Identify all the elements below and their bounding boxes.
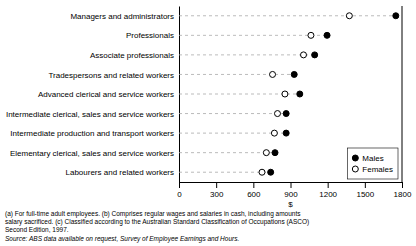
dot	[324, 32, 330, 38]
x-axis-title: $	[288, 200, 293, 209]
legend-frame	[347, 148, 398, 179]
legend-marker	[352, 166, 358, 172]
dot	[346, 13, 352, 19]
footnote: Second Edition, 1997.	[5, 226, 69, 233]
footnote: salary sacrificed. (c) Classified accord…	[5, 218, 309, 226]
x-tick-mark	[179, 182, 180, 188]
right-frame	[402, 6, 403, 182]
dot	[272, 150, 278, 156]
y-tick-label: Managers and administrators	[70, 12, 174, 21]
dot	[271, 130, 277, 136]
x-tick-label: 900	[284, 190, 298, 199]
x-tick: 300	[210, 182, 224, 199]
y-tick-label: Intermediate clerical, sales and service…	[6, 110, 174, 119]
y-tick: Intermediate clerical, sales and service…	[6, 110, 179, 119]
legend: Males Females	[347, 148, 398, 179]
y-tick: Advanced clerical and service workers	[38, 90, 179, 99]
y-tick: Tradespersons and related workers	[48, 71, 179, 80]
dot	[274, 111, 280, 117]
x-tick: 0	[177, 182, 182, 199]
legend-label: Males	[362, 154, 383, 163]
y-tick: Associate professionals	[90, 51, 179, 60]
x-tick: 600	[247, 182, 261, 199]
footnote: Source: ABS data available on request, S…	[5, 235, 239, 243]
dot	[268, 169, 274, 175]
y-tick: Intermediate production and transport wo…	[10, 129, 179, 138]
dot	[312, 52, 318, 58]
x-tick-mark	[328, 182, 329, 188]
x-tick: 900	[284, 182, 298, 199]
dot	[263, 150, 269, 156]
y-tick: Managers and administrators	[70, 12, 179, 21]
legend-marker	[352, 155, 358, 161]
dot	[259, 169, 265, 175]
y-tick: Professionals	[126, 31, 179, 40]
dot	[283, 130, 289, 136]
dot	[291, 71, 297, 77]
x-axis: 0 300 600 900 1200 1500 1800	[177, 182, 412, 199]
connector	[179, 74, 294, 75]
x-tick-mark	[365, 182, 366, 188]
y-tick: Labourers and related workers	[65, 168, 179, 177]
x-tick-mark	[253, 182, 254, 188]
dot	[270, 71, 276, 77]
y-axis-line	[179, 7, 180, 183]
dot	[283, 111, 289, 117]
x-tick-label: 1200	[319, 190, 337, 199]
x-tick: 1200	[319, 182, 337, 199]
connector	[179, 152, 275, 153]
y-tick-label: Advanced clerical and service workers	[38, 90, 174, 99]
dot	[297, 91, 303, 97]
chart: 0 300 600 900 1200 1500 1800 Managers and admin…	[0, 0, 416, 246]
dot	[308, 32, 314, 38]
y-tick-label: Tradespersons and related workers	[48, 71, 174, 80]
connector	[179, 15, 396, 16]
x-tick: 1500	[356, 182, 374, 199]
y-axis: Managers and administrators Professionals…	[6, 7, 180, 183]
x-tick-label: 1800	[394, 190, 412, 199]
dot	[282, 91, 288, 97]
y-tick-label: Labourers and related workers	[65, 168, 174, 177]
connector	[179, 113, 286, 114]
x-tick-label: 300	[210, 190, 224, 199]
y-tick-label: Professionals	[126, 31, 174, 40]
connector	[179, 172, 271, 173]
x-tick-mark	[291, 182, 292, 188]
x-tick-mark	[402, 182, 403, 188]
dot	[393, 13, 399, 19]
x-tick-label: 1500	[356, 190, 374, 199]
y-tick-label: Intermediate production and transport wo…	[10, 129, 174, 138]
dot	[301, 52, 307, 58]
footnote: (a) For full-time adult employees. (b) C…	[5, 210, 301, 218]
legend-item: Females	[352, 165, 393, 174]
x-tick-label: 600	[247, 190, 261, 199]
x-tick: 1800	[394, 182, 412, 199]
y-tick: Elementary clerical, sales and service w…	[10, 149, 179, 158]
x-tick-mark	[216, 182, 217, 188]
connector	[179, 54, 315, 55]
legend-item: Males	[352, 154, 383, 163]
y-tick-label: Associate professionals	[90, 51, 174, 60]
connector	[179, 133, 286, 134]
legend-label: Females	[362, 165, 393, 174]
y-tick-label: Elementary clerical, sales and service w…	[10, 149, 174, 158]
x-tick-label: 0	[177, 190, 182, 199]
connector	[179, 35, 327, 36]
